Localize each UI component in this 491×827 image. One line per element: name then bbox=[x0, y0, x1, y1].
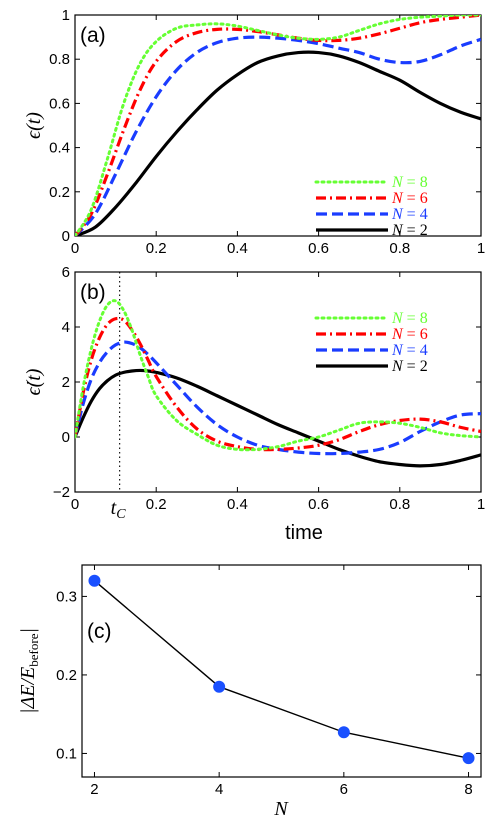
panel-c: 2 4 6 8 0.1 0.2 0.3 (c) |ΔE/Ebefore| N bbox=[17, 564, 482, 820]
y-tick-label: 0 bbox=[62, 429, 70, 446]
legend-entry: N = 4 bbox=[391, 206, 428, 223]
y-tick-label: 0.6 bbox=[49, 95, 70, 112]
y-axis-title: ϵ(t) bbox=[23, 112, 45, 139]
legend-entry: N = 2 bbox=[391, 222, 428, 239]
x-tick-label: 0.2 bbox=[146, 240, 167, 257]
x-tick-label: 0 bbox=[71, 240, 79, 257]
y-tick-label: 0.8 bbox=[49, 51, 70, 68]
series-group bbox=[75, 15, 481, 236]
series-line-n4 bbox=[75, 35, 481, 236]
x-tick-label: 0.4 bbox=[227, 240, 248, 257]
series-line-n4 bbox=[75, 340, 481, 456]
series-line-n2 bbox=[75, 368, 481, 468]
panel-label: (b) bbox=[80, 281, 106, 304]
y-tick-label: 0.2 bbox=[56, 667, 77, 684]
y-tick-label: 4 bbox=[62, 319, 70, 336]
panel-label: (c) bbox=[87, 620, 112, 643]
x-tick-label: 0.8 bbox=[389, 240, 410, 257]
y-axis-title: ϵ̇(t) bbox=[23, 368, 45, 395]
series-group bbox=[75, 272, 481, 492]
legend-entry: N = 8 bbox=[391, 310, 428, 327]
data-point bbox=[88, 574, 101, 587]
data-point bbox=[462, 752, 475, 765]
panel-a: 0 0.2 0.4 0.6 0.8 100.20.40.60.81N = 8N = 6N … bbox=[23, 7, 485, 257]
series-line-n8 bbox=[75, 15, 481, 236]
y-tick-label: 0.2 bbox=[49, 184, 70, 201]
connecting-line bbox=[94, 580, 469, 759]
y-axis-title: |ΔE/Ebefore| bbox=[17, 628, 41, 714]
legend-entry: N = 6 bbox=[391, 326, 428, 343]
y-tick-label: −2 bbox=[53, 484, 70, 501]
x-tick-label: 0.4 bbox=[227, 496, 248, 513]
x-tick-label: 6 bbox=[340, 781, 348, 798]
x-tick-label: 0 bbox=[71, 496, 79, 513]
y-tick-label: 0 bbox=[62, 228, 70, 245]
plot-area bbox=[74, 14, 482, 237]
x-tick-label: 1 bbox=[477, 496, 485, 513]
y-tick-label: 6 bbox=[62, 264, 70, 281]
y-tick-label: 2 bbox=[62, 374, 70, 391]
panel-label: (a) bbox=[80, 24, 106, 47]
x-tick-label: 8 bbox=[464, 781, 472, 798]
y-tick-label: 1 bbox=[62, 7, 70, 24]
legend-entry: N = 8 bbox=[391, 174, 428, 191]
plot-area bbox=[74, 271, 482, 493]
series-line-n8 bbox=[75, 299, 481, 452]
x-axis-title: N bbox=[273, 798, 289, 820]
x-tick-label: 0.6 bbox=[308, 496, 329, 513]
series-line-n2 bbox=[75, 50, 481, 236]
y-tick-label: 0.1 bbox=[56, 745, 77, 762]
x-tick-label: 0.2 bbox=[146, 496, 167, 513]
x-tick-label: 2 bbox=[90, 781, 98, 798]
x-tick-label: 0.6 bbox=[308, 240, 329, 257]
y-tick-label: 0.4 bbox=[49, 140, 70, 157]
y-tick-label: 0.3 bbox=[56, 588, 77, 605]
tc-label: tC bbox=[111, 497, 127, 522]
legend-entry: N = 2 bbox=[391, 358, 428, 375]
legend-entry: N = 6 bbox=[391, 190, 428, 207]
data-point bbox=[213, 680, 226, 693]
data-point bbox=[337, 726, 350, 739]
series-line-n6 bbox=[75, 316, 481, 452]
x-tick-label: 4 bbox=[215, 781, 223, 798]
x-axis-title: time bbox=[285, 522, 323, 544]
x-tick-label: 0.8 bbox=[389, 496, 410, 513]
plot-area bbox=[81, 564, 482, 778]
legend-entry: N = 4 bbox=[391, 342, 428, 359]
x-tick-label: 1 bbox=[477, 240, 485, 257]
